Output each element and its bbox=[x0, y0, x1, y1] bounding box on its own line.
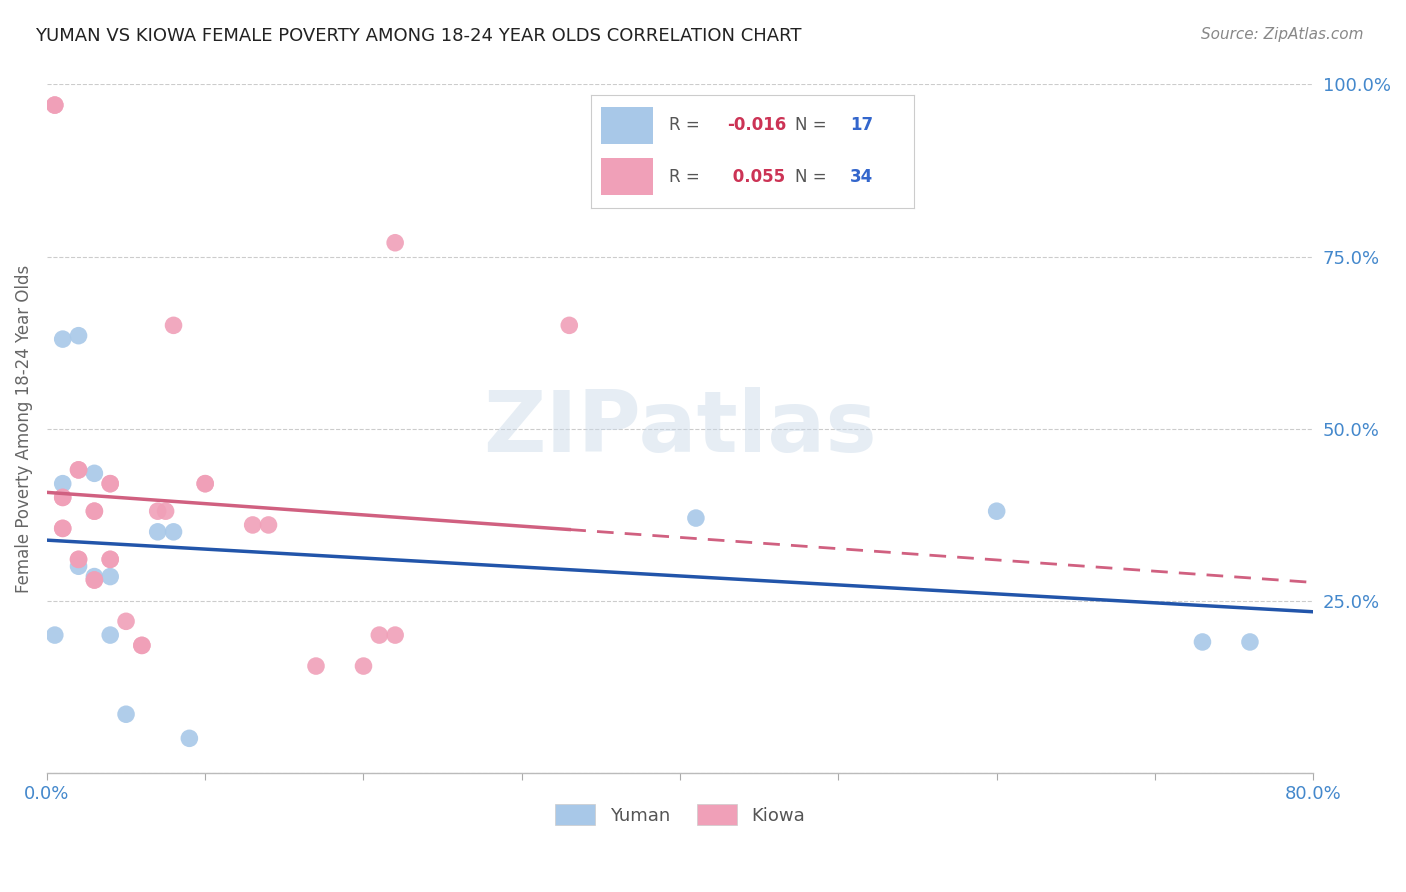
Point bbox=[98, 476, 121, 491]
Point bbox=[67, 463, 90, 477]
Point bbox=[98, 628, 121, 642]
Point bbox=[242, 518, 264, 533]
Point bbox=[257, 518, 280, 533]
Point bbox=[131, 639, 153, 653]
Point bbox=[146, 504, 169, 518]
Point bbox=[162, 318, 184, 333]
Point bbox=[98, 552, 121, 566]
Point bbox=[52, 521, 75, 535]
Point bbox=[67, 559, 90, 574]
Point bbox=[353, 659, 375, 673]
Point bbox=[83, 569, 105, 583]
Point bbox=[52, 491, 75, 505]
Point bbox=[52, 521, 75, 535]
Point bbox=[155, 504, 177, 518]
Point bbox=[368, 628, 391, 642]
Text: Source: ZipAtlas.com: Source: ZipAtlas.com bbox=[1201, 27, 1364, 42]
Point bbox=[194, 476, 217, 491]
Point bbox=[1191, 635, 1213, 649]
Point bbox=[52, 476, 75, 491]
Point bbox=[44, 98, 66, 112]
Point bbox=[67, 552, 90, 566]
Point bbox=[83, 573, 105, 587]
Point bbox=[83, 504, 105, 518]
Point bbox=[131, 639, 153, 653]
Point bbox=[83, 504, 105, 518]
Point bbox=[67, 552, 90, 566]
Point bbox=[52, 332, 75, 346]
Point bbox=[685, 511, 707, 525]
Point bbox=[986, 504, 1008, 518]
Point bbox=[558, 318, 581, 333]
Point bbox=[67, 328, 90, 343]
Y-axis label: Female Poverty Among 18-24 Year Olds: Female Poverty Among 18-24 Year Olds bbox=[15, 264, 32, 592]
Point bbox=[305, 659, 328, 673]
Point bbox=[52, 491, 75, 505]
Point bbox=[44, 628, 66, 642]
Point bbox=[162, 524, 184, 539]
Point bbox=[194, 476, 217, 491]
Point bbox=[146, 524, 169, 539]
Text: ZIPatlas: ZIPatlas bbox=[484, 387, 877, 470]
Point bbox=[83, 573, 105, 587]
Legend: Yuman, Kiowa: Yuman, Kiowa bbox=[548, 797, 813, 832]
Point bbox=[1239, 635, 1261, 649]
Point bbox=[67, 463, 90, 477]
Text: YUMAN VS KIOWA FEMALE POVERTY AMONG 18-24 YEAR OLDS CORRELATION CHART: YUMAN VS KIOWA FEMALE POVERTY AMONG 18-2… bbox=[35, 27, 801, 45]
Point bbox=[384, 628, 406, 642]
Point bbox=[98, 569, 121, 583]
Point bbox=[115, 615, 138, 629]
Point bbox=[115, 707, 138, 722]
Point bbox=[179, 731, 201, 746]
Point bbox=[44, 98, 66, 112]
Point bbox=[83, 467, 105, 481]
Point bbox=[98, 552, 121, 566]
Point bbox=[384, 235, 406, 250]
Point bbox=[98, 476, 121, 491]
